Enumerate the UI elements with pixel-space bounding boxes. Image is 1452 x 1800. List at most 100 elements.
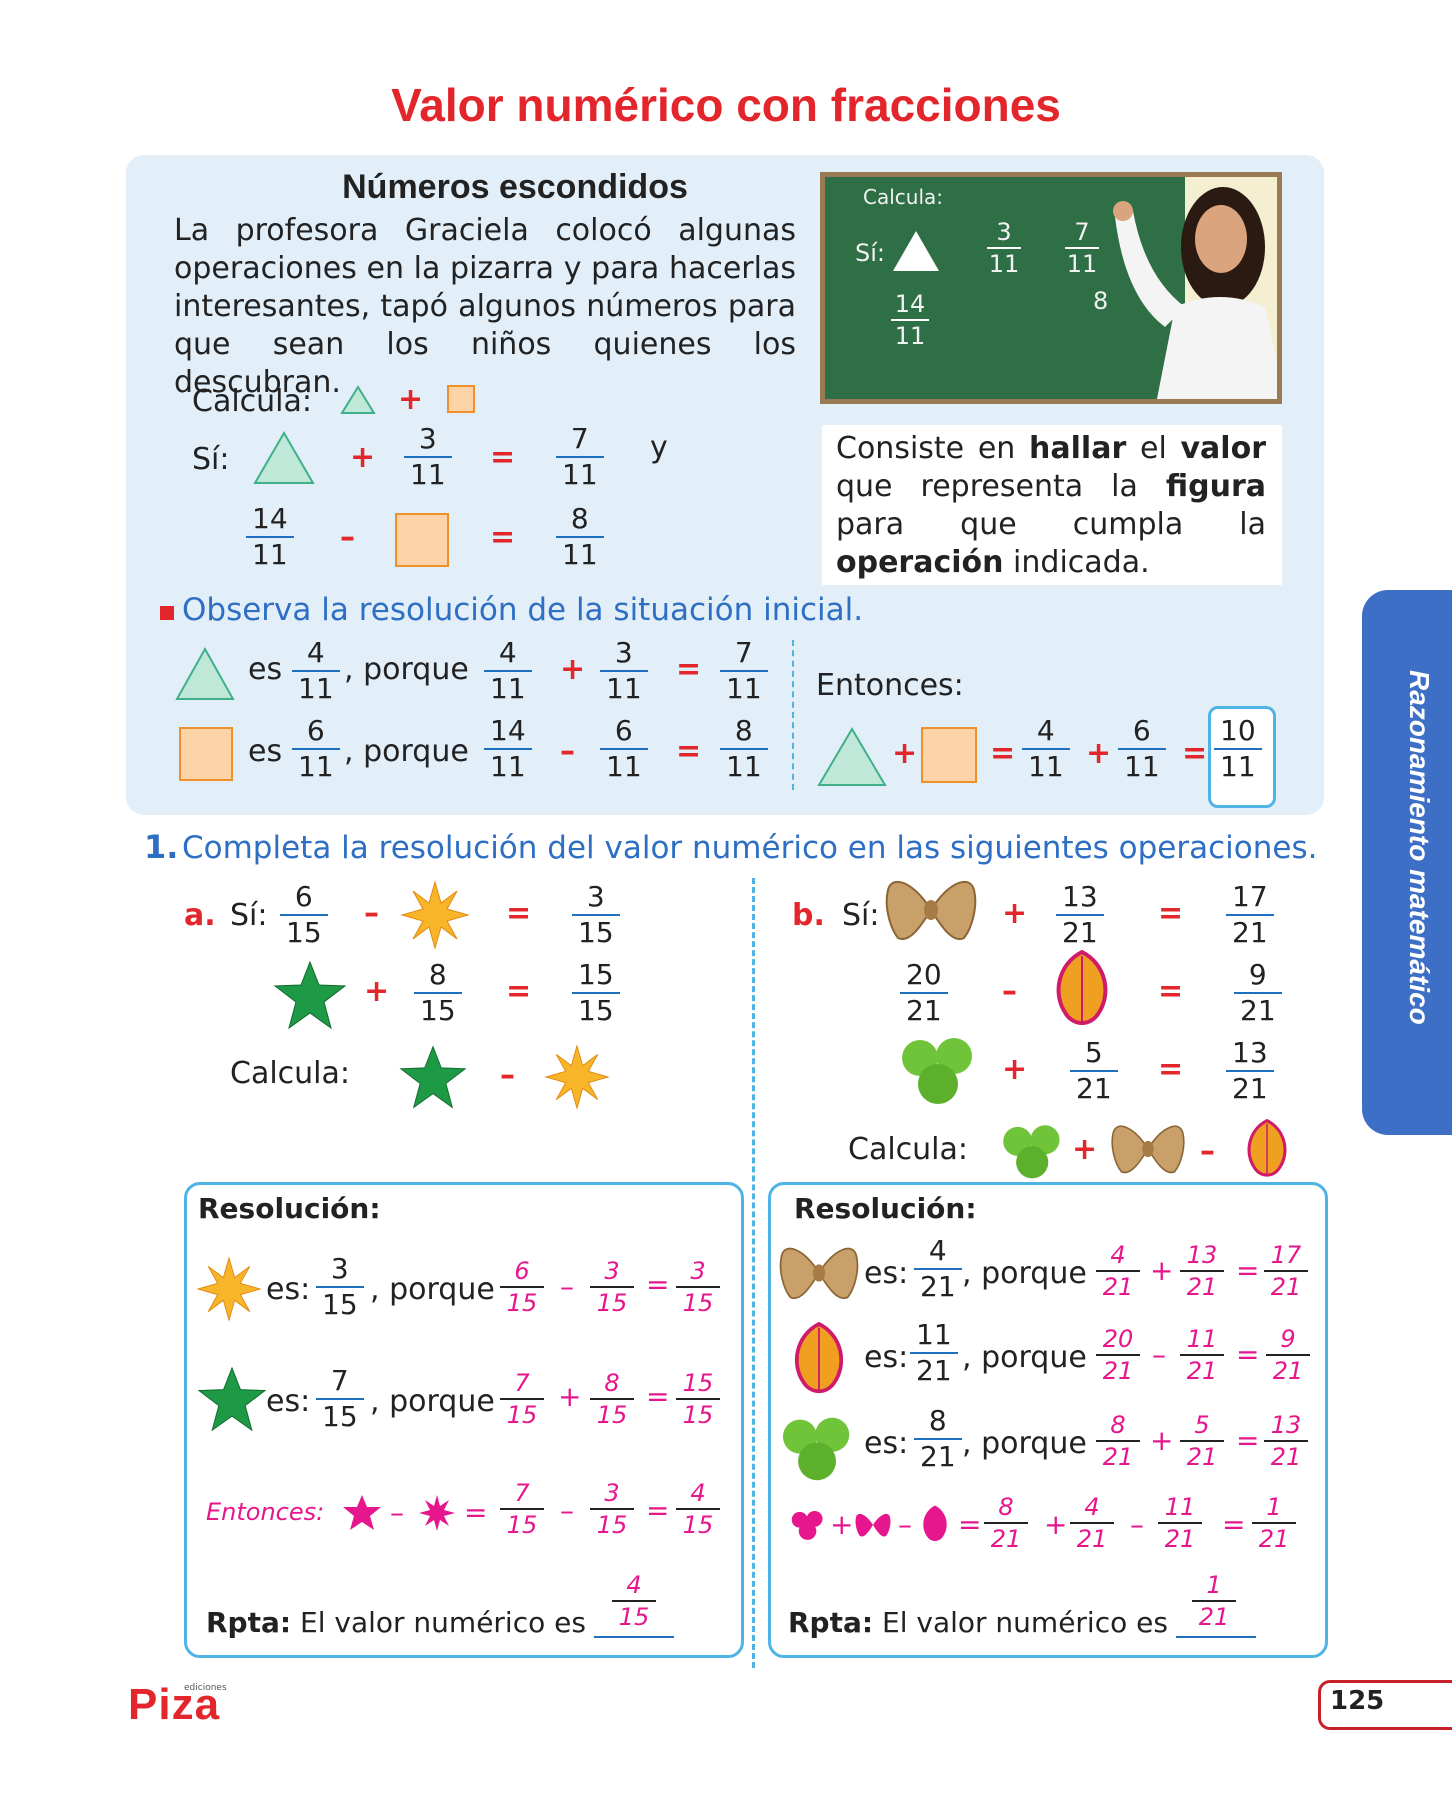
triangle-icon [253,431,315,484]
square-icon [921,727,977,783]
answer-fraction: 7 15 [500,1478,544,1540]
calcula-label: Calcula: [230,1056,350,1091]
porque-label: , porque [962,1426,1087,1461]
square-icon [447,385,475,413]
chalkboard-image: Calcula: Sí: 3 11 7 11 14 11 8 [820,172,1282,404]
square-icon [395,513,449,567]
minus-sign: – [364,896,379,931]
answer-fraction: 11 21 [1180,1324,1224,1386]
equals-sign: = [646,1380,670,1413]
calcula-label: Calcula: [192,384,312,419]
si-label: Sí: [192,442,230,477]
divider [792,640,794,790]
answer-fraction: 1 21 [1252,1492,1296,1554]
equals-sign: = [1222,1508,1246,1541]
pink-clover-icon [791,1510,823,1540]
orange-star-icon [544,1044,610,1110]
minus-sign: – [898,1508,912,1541]
plus-sign: + [364,974,390,1009]
answer-fraction: 4 15 [676,1478,720,1540]
answer-fraction: 3 15 [590,1256,634,1318]
definition-box [822,425,1282,585]
fraction: 3 11 [600,636,648,706]
answer-fraction: 8 15 [590,1368,634,1430]
fraction: 7 15 [316,1364,364,1434]
es-label: es: [266,1384,311,1419]
page-number: 125 [1330,1686,1385,1716]
fraction: 4 11 [484,636,532,706]
plus-sign: + [1150,1424,1174,1457]
section-subtitle: Números escondidos [342,168,688,206]
teacher-image [1113,177,1277,399]
orange-star-icon [400,880,470,950]
bowtie-pasta-icon [885,880,977,941]
answer-box [1208,706,1276,808]
fraction: 4 21 [914,1234,962,1304]
es-label: es: [864,1256,909,1291]
bowtie-pasta-icon [779,1247,859,1300]
fraction: 20 21 [900,958,948,1028]
fraction: 8 15 [414,958,462,1028]
answer-fraction: 7 15 [500,1368,544,1430]
exercise-instruction: Completa la resolución del valor numéric… [182,830,1318,866]
calcula-label: Calcula: [848,1132,968,1167]
minus-sign: – [1002,974,1017,1009]
plus-sign: + [558,1380,582,1413]
es-label: es: [864,1340,909,1375]
minus-sign: – [500,1058,515,1093]
rpta-line-a: Rpta: El valor numérico es [206,1606,586,1639]
answer-fraction: 4 21 [1096,1240,1140,1302]
equals-sign: = [464,1496,488,1529]
page-title: Valor numérico con fracciones [391,79,1061,131]
minus-sign: – [1130,1508,1144,1541]
fraction: 14 11 [484,714,532,784]
triangle-icon [893,231,939,271]
fraction: 8 21 [914,1404,962,1474]
bowtie-pasta-icon [1111,1125,1185,1174]
minus-sign: – [560,1270,574,1303]
publisher-logo: Piza [128,1680,221,1729]
minus-sign: – [390,1496,404,1529]
fraction: 7 11 [556,422,604,492]
equals-sign: = [506,896,532,931]
plus-sign: + [1072,1132,1098,1167]
plus-sign: + [560,652,586,687]
triangle-icon [340,385,376,414]
orange-star-icon [196,1256,262,1322]
answer-fraction: 8 21 [984,1492,1028,1554]
fraction: 14 11 [246,502,294,572]
clover-icon [1003,1125,1060,1179]
page-number-box [1318,1680,1452,1730]
part-a-label: a. [184,898,216,933]
minus-sign: – [1152,1338,1166,1371]
green-star-icon [197,1366,267,1432]
column-divider [752,878,755,1668]
answer-fraction: 9 21 [1266,1324,1310,1386]
es-label: es [248,734,283,769]
es-label: es [248,652,283,687]
fraction: 15 15 [572,958,620,1028]
green-star-icon [399,1045,467,1109]
clover-icon [902,1038,972,1104]
porque-label: , porque [962,1256,1087,1291]
fraction: 6 11 [292,714,340,784]
equals-sign: = [1182,736,1208,771]
equals-sign: = [1158,1052,1184,1087]
leaf-icon [1056,950,1108,1025]
fraction: 17 21 [1226,880,1274,950]
porque-label: , porque [370,1272,495,1307]
plus-sign: + [1044,1508,1068,1541]
green-star-icon [273,960,347,1030]
entonces-label: Entonces: [816,668,964,703]
answer-fraction: 3 15 [676,1256,720,1318]
fraction: 6 15 [280,880,328,950]
fraction: 6 11 [1118,714,1166,784]
equals-sign: = [990,736,1016,771]
fraction: 10 11 [1214,714,1262,784]
exercise-number: 1. [144,828,179,866]
equals-sign: = [1236,1424,1260,1457]
entonces-label: Entonces: [206,1498,325,1526]
side-tab-label: Razonamiento matemático [1404,670,1435,1025]
equals-sign: = [1236,1338,1260,1371]
answer-fraction: 20 21 [1096,1324,1140,1386]
